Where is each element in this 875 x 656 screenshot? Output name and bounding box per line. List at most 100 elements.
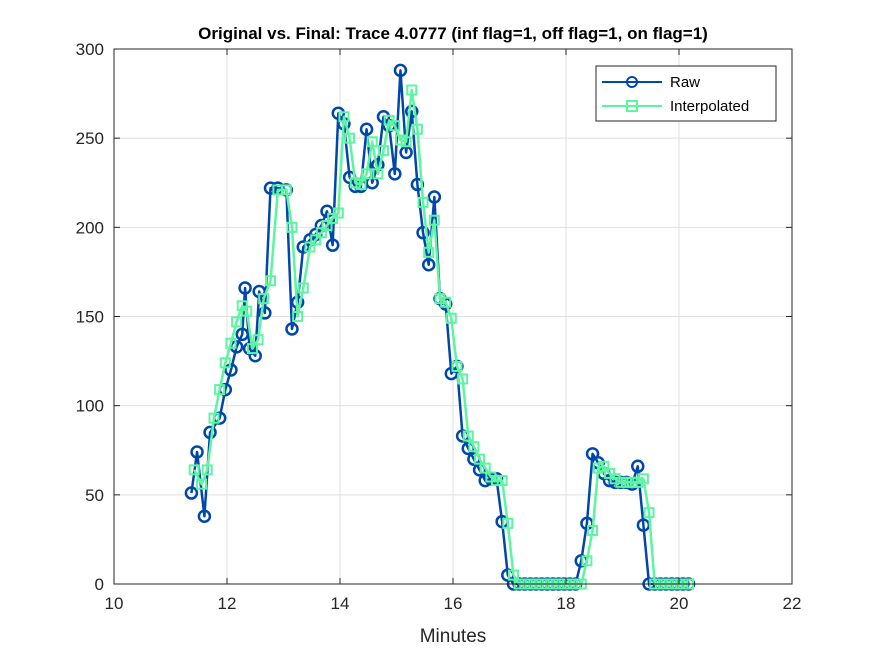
interpolated-point xyxy=(637,473,649,485)
raw-point xyxy=(248,348,262,363)
interpolated-point xyxy=(389,120,401,132)
interpolated-point xyxy=(196,478,208,490)
raw-point xyxy=(393,63,408,78)
raw-point xyxy=(263,181,278,195)
interpolated-point xyxy=(214,384,226,396)
interpolated-point xyxy=(372,168,384,180)
interpolated-point xyxy=(423,246,435,258)
interpolated-point xyxy=(366,136,378,148)
raw-point xyxy=(285,322,299,336)
interpolated-point xyxy=(496,475,508,487)
interpolated-point xyxy=(411,123,423,135)
interpolated-point xyxy=(394,134,406,146)
chart-title: Original vs. Final: Trace 4.0777 (inf fl… xyxy=(198,24,708,43)
interpolated-point xyxy=(315,227,327,239)
x-tick-label: 16 xyxy=(444,594,463,613)
raw-point xyxy=(421,258,436,272)
raw-point xyxy=(631,459,645,474)
interpolated-point xyxy=(491,475,503,487)
x-tick-label: 18 xyxy=(557,594,576,613)
interpolated-point xyxy=(265,275,277,287)
interpolated-point xyxy=(349,177,361,189)
interpolated-point xyxy=(451,360,463,372)
interpolated-point xyxy=(332,207,344,219)
interpolated-point xyxy=(462,430,474,442)
interpolated-point xyxy=(344,132,356,144)
raw-point xyxy=(238,281,252,295)
interpolated-point xyxy=(321,220,333,232)
raw-point xyxy=(203,425,217,440)
y-tick-label: 150 xyxy=(76,308,104,327)
x-axis-label: Minutes xyxy=(420,626,487,647)
raw-point xyxy=(416,225,430,240)
interpolated-point xyxy=(188,464,200,476)
interpolated-point xyxy=(581,555,593,567)
interpolated-point xyxy=(428,214,440,226)
interpolated-point xyxy=(355,179,367,191)
interpolated-point xyxy=(297,282,309,294)
legend-interp-label: Interpolated xyxy=(670,98,749,115)
interpolated-point xyxy=(587,525,599,536)
y-tick-label: 300 xyxy=(76,40,104,59)
raw-point xyxy=(184,486,199,500)
raw-point xyxy=(365,176,379,190)
interpolated-point xyxy=(507,569,519,581)
raw-point xyxy=(296,240,311,254)
raw-point xyxy=(405,104,419,119)
raw-point xyxy=(320,204,334,219)
y-tick-label: 100 xyxy=(76,397,104,416)
interpolated-point xyxy=(361,168,373,180)
x-tick-label: 14 xyxy=(331,594,350,613)
interpolated-point xyxy=(292,311,304,322)
y-tick-label: 0 xyxy=(95,575,104,594)
x-tick-label: 22 xyxy=(783,594,802,613)
interpolated-point xyxy=(598,460,610,472)
interpolated-point xyxy=(592,462,604,474)
x-tick-label: 10 xyxy=(105,594,124,613)
interpolated-point xyxy=(231,316,243,328)
interpolated-point xyxy=(468,441,480,453)
axis-ticks: 10 12 14 16 18 20 22 0 50 100 150 200 250 300 xyxy=(76,40,802,613)
interpolated-point xyxy=(400,136,412,148)
raw-point xyxy=(325,238,340,252)
y-tick-label: 50 xyxy=(85,486,104,505)
y-tick-label: 200 xyxy=(76,218,104,237)
interpolated-point xyxy=(286,221,298,233)
legend-raw-label: Raw xyxy=(670,74,700,91)
interpolated-point xyxy=(252,334,264,346)
raw-point xyxy=(224,363,238,377)
legend-raw-marker xyxy=(626,76,638,88)
interpolated-point xyxy=(440,296,452,308)
interpolated-point xyxy=(406,84,418,96)
interpolated-point xyxy=(280,184,292,196)
raw-point xyxy=(235,327,250,342)
interpolated-point xyxy=(258,293,270,305)
interpolated-point xyxy=(304,241,316,253)
raw-point xyxy=(388,167,402,181)
y-tick-label: 250 xyxy=(76,129,104,148)
interpolated-point xyxy=(502,517,514,529)
interpolated-point xyxy=(338,111,350,123)
raw-point xyxy=(190,445,204,459)
interpolated-point xyxy=(643,507,655,519)
interpolated-point xyxy=(225,337,237,349)
interpolated-point xyxy=(457,373,469,385)
raw-point xyxy=(427,190,442,204)
interpolated-point xyxy=(620,476,632,488)
interpolated-point xyxy=(246,343,258,355)
raw-point xyxy=(359,122,374,136)
interpolated-point xyxy=(219,357,231,369)
interpolated-point xyxy=(310,234,322,246)
interpolated-point xyxy=(201,464,213,476)
raw-point xyxy=(258,306,272,320)
raw-point xyxy=(197,509,212,523)
legend: Raw Interpolated xyxy=(595,65,777,122)
x-tick-label: 12 xyxy=(218,594,237,613)
interpolated-point xyxy=(479,462,491,474)
x-tick-label: 20 xyxy=(670,594,689,613)
interpolated-point xyxy=(626,476,638,488)
interpolated-point xyxy=(378,145,390,157)
interpolated-point xyxy=(417,196,429,208)
legend-interp-marker xyxy=(626,100,638,112)
